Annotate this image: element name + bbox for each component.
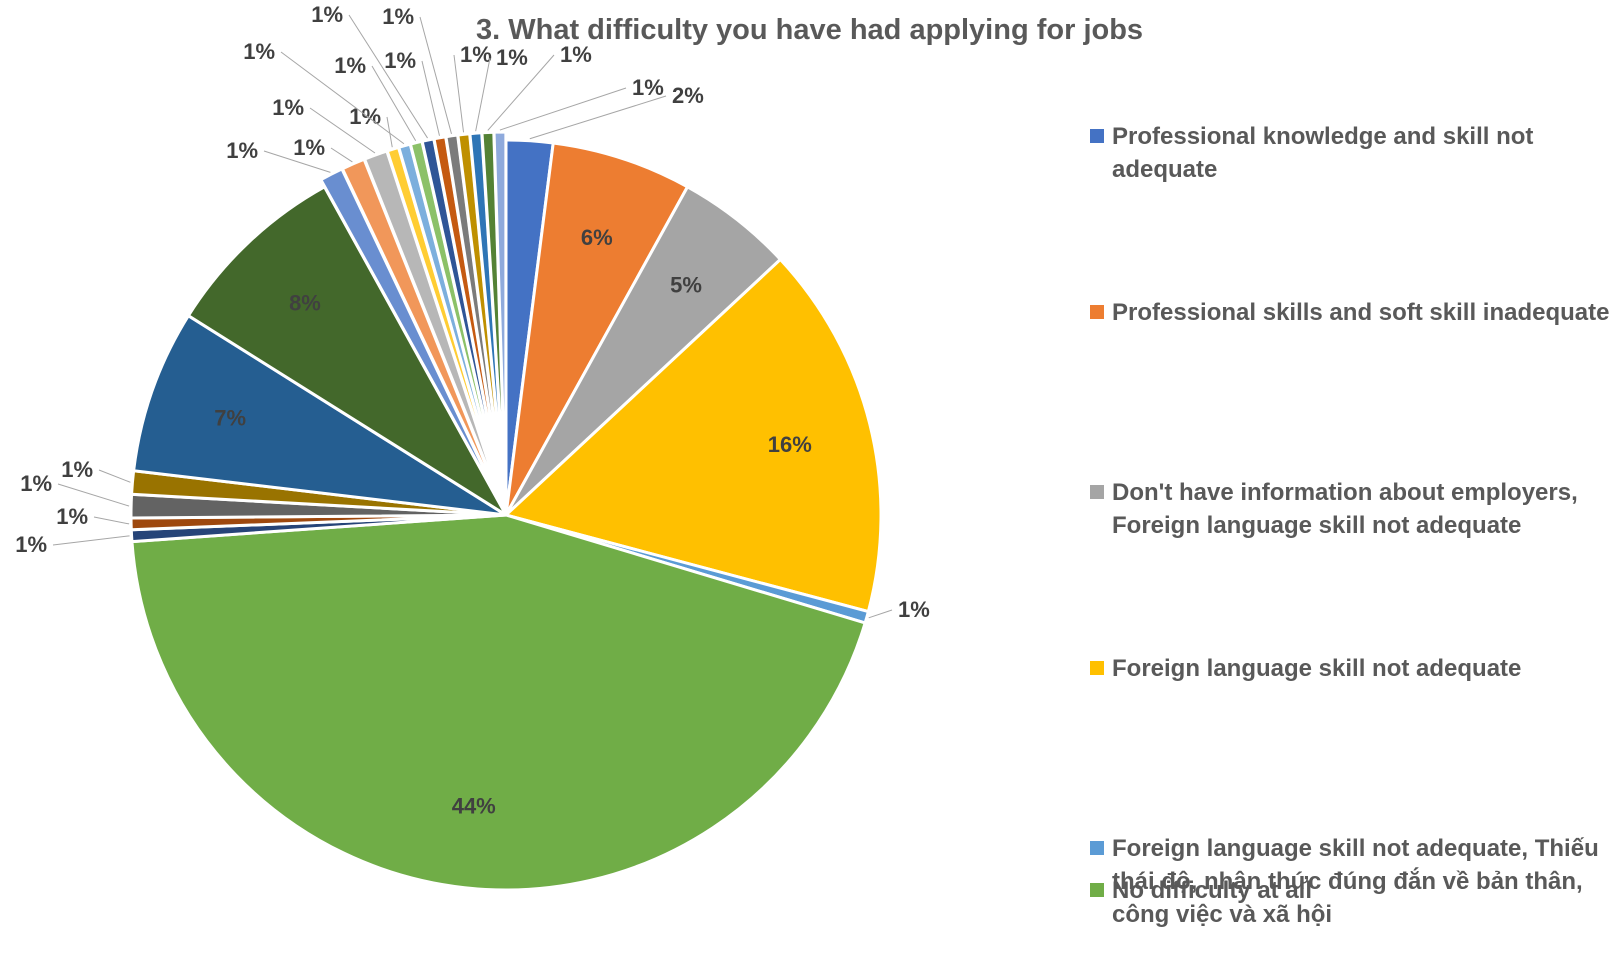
legend-label: Foreign language skill not adequate, Thi… xyxy=(1112,835,1599,928)
slice-label: 1% xyxy=(496,45,528,70)
leader-line xyxy=(330,147,353,163)
slice-label: 2% xyxy=(672,83,704,108)
leader-line xyxy=(868,609,893,619)
leader-line xyxy=(499,87,627,131)
slice-label: 1% xyxy=(632,75,664,100)
slice-label: 5% xyxy=(670,272,702,297)
legend-swatch xyxy=(1090,129,1104,143)
legend-item: Don't have information about employers, … xyxy=(1090,476,1615,542)
slice-label: 7% xyxy=(214,406,246,431)
leader-line xyxy=(280,51,405,145)
leader-line xyxy=(57,483,130,507)
pie-slice xyxy=(492,130,508,508)
slice-label: 44% xyxy=(452,794,496,819)
slice-label: 8% xyxy=(289,291,321,316)
pie-slice xyxy=(502,257,883,614)
slice-label: 1% xyxy=(56,504,88,529)
slice-label: 1% xyxy=(460,42,492,67)
slice-label: 1% xyxy=(898,597,930,622)
leader-line xyxy=(348,14,428,139)
slice-label: 1% xyxy=(349,104,381,129)
legend-swatch xyxy=(1090,841,1104,855)
legend-label: Professional skills and soft skill inade… xyxy=(1112,299,1610,326)
leader-line xyxy=(386,116,393,148)
legend-label: Foreign language skill not adequate xyxy=(1112,655,1522,682)
legend-label: Professional knowledge and skill not ade… xyxy=(1112,123,1534,183)
slice-label: 1% xyxy=(293,135,325,160)
legend-item: No difficulty at all xyxy=(1090,874,1615,907)
slice-label: 1% xyxy=(15,532,47,557)
slice-label: 1% xyxy=(384,48,416,73)
pie-slice xyxy=(186,184,508,517)
slice-label: 1% xyxy=(334,53,366,78)
slice-label: 6% xyxy=(581,225,613,250)
legend-label: No difficulty at all xyxy=(1112,877,1313,904)
legend-swatch xyxy=(1090,883,1104,897)
leader-line xyxy=(453,54,465,133)
slice-label: 1% xyxy=(272,95,304,120)
slice-label: 16% xyxy=(768,432,812,457)
pie-slice xyxy=(504,141,690,516)
legend-swatch xyxy=(1090,661,1104,675)
legend-item: Foreign language skill not adequate xyxy=(1090,652,1615,685)
slice-label: 1% xyxy=(382,4,414,29)
slice-label: 1% xyxy=(61,457,93,482)
leader-line xyxy=(263,150,331,173)
slice-label: 1% xyxy=(20,471,52,496)
legend-item: Foreign language skill not adequate, Thi… xyxy=(1090,832,1615,931)
legend-swatch xyxy=(1090,485,1104,499)
slice-label: 1% xyxy=(560,42,592,67)
legend-label: Don't have information about employers, … xyxy=(1112,479,1578,539)
leader-line xyxy=(52,535,130,546)
leader-line xyxy=(475,57,491,132)
slice-label: 1% xyxy=(311,2,343,27)
leader-line xyxy=(419,16,452,135)
slice-label: 1% xyxy=(226,138,258,163)
leader-line xyxy=(309,107,376,154)
chart-title: 3. What difficulty you have had applying… xyxy=(476,14,1144,46)
leader-line xyxy=(487,54,555,131)
leader-line xyxy=(529,95,667,140)
legend-item: Professional knowledge and skill not ade… xyxy=(1090,120,1615,186)
legend-swatch xyxy=(1090,305,1104,319)
leader-line xyxy=(421,60,440,136)
pie-slice xyxy=(131,313,507,517)
pie-slice xyxy=(130,513,867,892)
leader-line xyxy=(371,65,417,141)
leader-line xyxy=(98,469,131,483)
legend-item: Professional skills and soft skill inade… xyxy=(1090,296,1615,329)
leader-line xyxy=(93,516,130,525)
slice-label: 1% xyxy=(243,39,275,64)
